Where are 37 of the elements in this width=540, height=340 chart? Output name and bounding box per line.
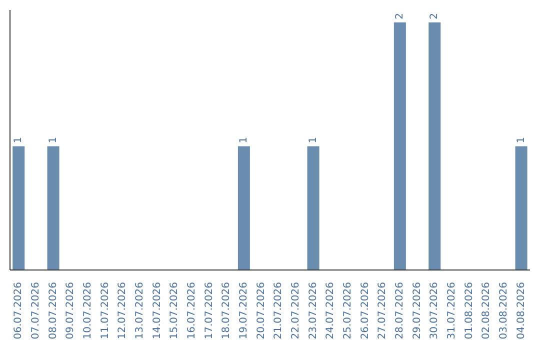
x-tick-label: 13.07.2026: [134, 282, 146, 340]
x-tick-label: 27.07.2026: [377, 282, 388, 340]
x-tick-label: 01.08.2026: [464, 282, 475, 340]
x-tick-label: 14.07.2026: [152, 282, 163, 340]
x-tick-label: 06.07.2026: [13, 282, 24, 340]
x-tick-label: 19.07.2026: [238, 282, 250, 340]
x-tick-label: 11.07.2026: [100, 282, 111, 340]
x-tick-label: 25.07.2026: [342, 282, 354, 340]
x-tick-label: 08.07.2026: [48, 282, 59, 340]
x-tick-label: 30.07.2026: [429, 282, 440, 340]
x-tick-label: 09.07.2026: [65, 282, 76, 340]
x-tick-label: 23.07.2026: [308, 282, 319, 340]
x-tick-label: 28.07.2026: [394, 282, 406, 340]
data-label: 1: [48, 136, 59, 144]
x-tick-label: 10.07.2026: [82, 282, 94, 340]
x-tick-label: 12.07.2026: [117, 282, 128, 340]
x-tick-label: 03.08.2026: [498, 282, 510, 340]
x-tick-label: 18.07.2026: [221, 282, 232, 340]
x-tick-label: 15.07.2026: [169, 282, 180, 340]
x-tick-label: 31.07.2026: [446, 282, 458, 340]
x-tick-label: 17.07.2026: [204, 282, 215, 340]
data-label: 1: [308, 136, 319, 144]
data-label: 2: [394, 13, 406, 20]
x-tick-label: 04.08.2026: [516, 282, 527, 340]
x-tick-label: 20.07.2026: [256, 282, 267, 340]
x-tick-label: 24.07.2026: [325, 282, 336, 340]
x-tick-label: 22.07.2026: [290, 282, 302, 340]
x-tick-label: 16.07.2026: [186, 282, 198, 340]
x-tick-label: 26.07.2026: [360, 282, 371, 340]
x-tick-label: 29.07.2026: [412, 282, 423, 340]
data-label: 2: [429, 13, 440, 20]
data-label: 1: [516, 136, 527, 144]
x-tick-label: 21.07.2026: [273, 282, 284, 340]
data-label: 1: [13, 136, 24, 144]
data-label: 1: [238, 136, 250, 144]
x-tick-label: 02.08.2026: [481, 282, 492, 340]
x-tick-label: 07.07.2026: [30, 282, 42, 340]
